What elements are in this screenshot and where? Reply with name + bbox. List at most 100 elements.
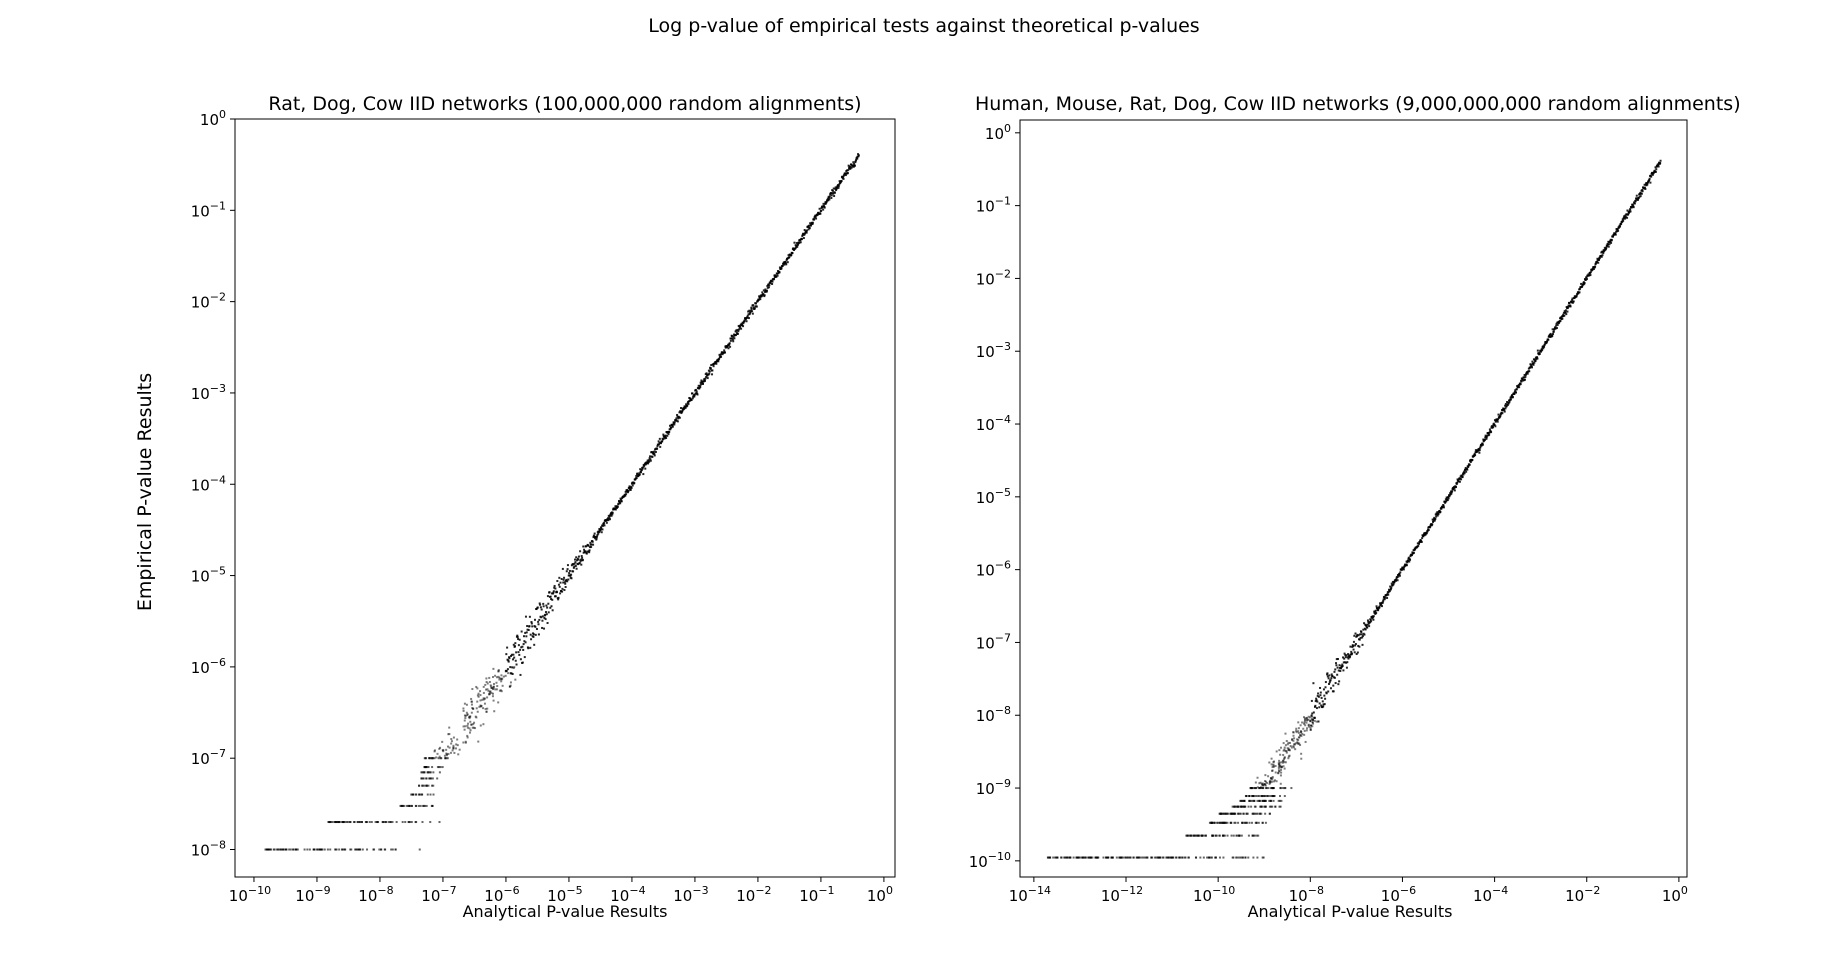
data-point — [1269, 779, 1272, 782]
data-point — [512, 658, 515, 661]
data-point — [1135, 856, 1138, 859]
data-point — [1279, 764, 1282, 767]
data-point — [635, 474, 638, 477]
data-point — [1172, 856, 1175, 859]
data-point — [538, 618, 541, 621]
data-point — [765, 290, 768, 293]
data-point — [1269, 777, 1272, 780]
data-point — [675, 417, 678, 420]
data-point — [1237, 812, 1240, 815]
data-point — [1402, 568, 1405, 571]
data-point — [532, 633, 535, 636]
data-point — [1349, 645, 1352, 648]
data-point — [1643, 183, 1646, 186]
data-point — [568, 572, 571, 575]
data-point — [607, 519, 610, 522]
data-point — [294, 848, 297, 851]
data-point — [1277, 765, 1280, 768]
data-point — [1185, 834, 1188, 837]
data-point — [475, 716, 478, 719]
data-point — [855, 158, 858, 161]
data-point — [624, 490, 627, 493]
data-point — [1485, 436, 1488, 439]
data-point — [1272, 765, 1275, 768]
data-point — [1543, 345, 1546, 348]
data-point — [1238, 812, 1241, 815]
data-point — [357, 848, 360, 851]
data-point — [1354, 642, 1357, 645]
data-point — [443, 754, 446, 757]
data-point — [590, 546, 593, 549]
data-point — [1311, 715, 1314, 718]
data-point — [1389, 587, 1392, 590]
data-point — [1555, 327, 1558, 330]
data-point — [431, 766, 434, 769]
data-point — [1303, 721, 1306, 724]
data-point — [440, 757, 443, 760]
data-point — [851, 164, 854, 167]
data-point — [1450, 492, 1453, 495]
data-point — [1312, 718, 1315, 721]
data-point — [1359, 633, 1362, 636]
data-point — [511, 666, 514, 669]
data-point — [1299, 724, 1302, 727]
data-point — [1511, 394, 1514, 397]
data-point — [1616, 228, 1619, 231]
data-point — [1243, 799, 1246, 802]
data-point — [737, 330, 740, 333]
data-point — [1248, 799, 1251, 802]
data-point — [475, 707, 478, 710]
data-point — [1526, 372, 1529, 375]
data-point — [1352, 648, 1355, 651]
data-point — [366, 821, 369, 824]
data-point — [712, 365, 715, 368]
data-point — [574, 561, 577, 564]
data-point — [757, 298, 760, 301]
data-point — [482, 723, 485, 726]
data-point — [516, 636, 519, 639]
data-point — [1478, 449, 1481, 452]
panel-1-x-ticks: 10−10 10−9 10−8 10−7 10−6 10−5 10−4 10−3 10−2 10−… — [229, 877, 893, 905]
data-point — [610, 514, 613, 517]
data-point — [669, 424, 672, 427]
data-point — [761, 291, 764, 294]
data-point — [1222, 821, 1225, 824]
data-point — [421, 777, 424, 780]
data-point — [588, 549, 591, 552]
data-point — [546, 606, 549, 609]
data-point — [500, 690, 503, 693]
data-point — [599, 528, 602, 531]
y-tick-label: 10−9 — [976, 777, 1011, 798]
data-point — [1145, 856, 1148, 859]
data-point — [1403, 566, 1406, 569]
data-point — [1287, 747, 1290, 750]
data-point — [1492, 426, 1495, 429]
data-point — [552, 591, 555, 594]
data-point — [1201, 834, 1204, 837]
data-point — [837, 186, 840, 189]
data-point — [508, 657, 511, 660]
data-point — [739, 325, 742, 328]
data-point — [1532, 363, 1535, 366]
data-point — [1432, 519, 1435, 522]
data-point — [1261, 782, 1264, 785]
data-point — [429, 821, 432, 824]
data-point — [1244, 805, 1247, 808]
data-point — [1115, 856, 1118, 859]
data-point — [472, 726, 475, 729]
data-point — [633, 482, 636, 485]
data-point — [578, 562, 581, 565]
data-point — [1345, 666, 1348, 669]
data-point — [480, 704, 483, 707]
data-point — [1513, 392, 1516, 395]
data-point — [387, 821, 390, 824]
data-point — [608, 518, 611, 521]
data-point — [781, 264, 784, 267]
data-point — [529, 646, 532, 649]
data-point — [1610, 241, 1613, 244]
data-point — [415, 821, 418, 824]
data-point — [1270, 757, 1273, 760]
data-point — [1612, 235, 1615, 238]
data-point — [1289, 745, 1292, 748]
data-point — [457, 753, 460, 756]
